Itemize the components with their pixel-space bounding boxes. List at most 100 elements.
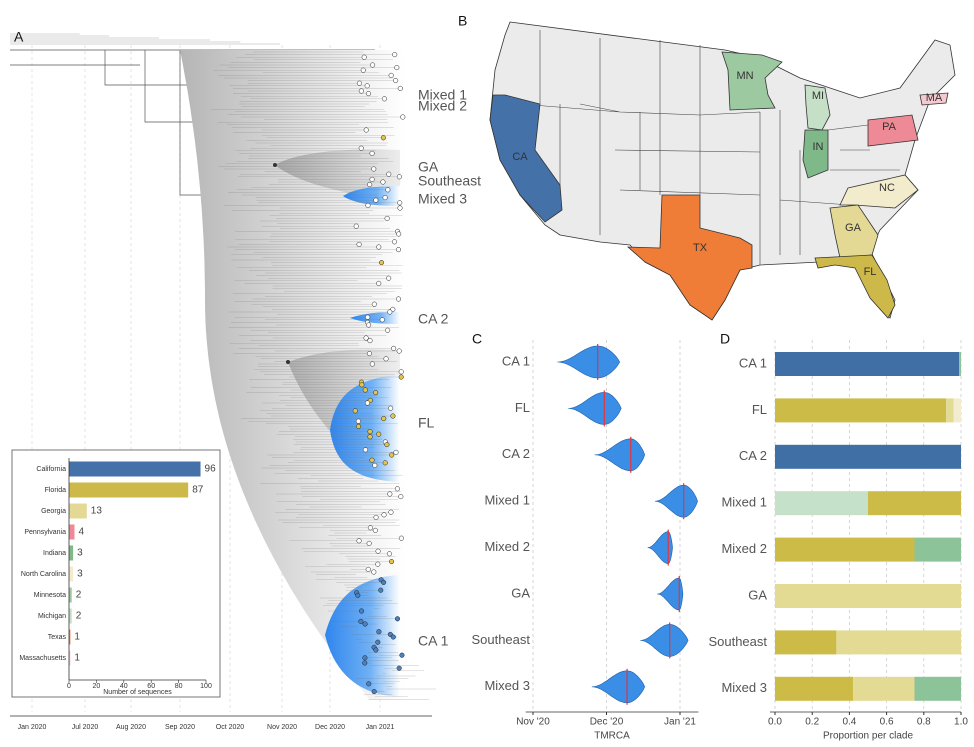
tip: [356, 538, 362, 544]
y-tick-label: California: [36, 466, 66, 473]
tip: [398, 374, 404, 380]
value-label: 3: [77, 569, 83, 580]
state-label: MI: [812, 90, 824, 102]
value-label: 3: [77, 548, 83, 559]
bar: [69, 629, 71, 645]
state-borders: [519, 30, 900, 265]
tip: [358, 88, 364, 94]
clade-fan: [350, 312, 400, 324]
value-label: 96: [205, 464, 217, 475]
tip: [387, 491, 393, 497]
tip: [373, 647, 379, 653]
tip: [364, 83, 370, 89]
y-tick-label: Florida: [45, 487, 67, 494]
date-label: Oct 2020: [216, 724, 245, 731]
y-tick-label: FL: [752, 402, 767, 417]
bar-segment: [914, 676, 961, 701]
state: [919, 92, 949, 106]
tip: [388, 559, 395, 565]
tip: [362, 655, 368, 661]
violin: [657, 577, 684, 611]
tip: [376, 629, 382, 635]
tip: [388, 72, 394, 78]
tip: [373, 514, 379, 520]
date-label: Jan 2021: [366, 724, 395, 731]
tip: [382, 460, 388, 466]
state: [626, 194, 753, 321]
node: [286, 360, 290, 364]
x-tick-label: 40: [120, 683, 128, 690]
panel-label: C: [472, 331, 482, 347]
state-label: MA: [926, 92, 943, 104]
state-label: IN: [813, 141, 824, 153]
tip: [385, 187, 391, 193]
clade-label: FL: [418, 415, 435, 431]
value-label: 4: [78, 527, 84, 538]
tip: [358, 145, 364, 151]
tip: [397, 85, 403, 91]
phylogenetic-tree: Jan 2020 Jul 2020 Aug 2020 Sep 2020 Oct 2020…: [10, 33, 481, 731]
y-tick-label: Georgia: [41, 508, 66, 515]
tip: [389, 452, 395, 458]
bar: [69, 524, 75, 540]
node: [273, 163, 277, 167]
tip: [400, 114, 406, 120]
violin: [654, 484, 698, 518]
x-tick-label: 60: [147, 683, 155, 690]
tip: [398, 535, 404, 541]
y-tick-label: North Carolina: [21, 571, 66, 578]
tip: [362, 621, 368, 627]
tip: [396, 665, 402, 671]
bar: [69, 587, 72, 603]
tip: [367, 525, 373, 531]
tip: [384, 442, 390, 448]
x-tick-label: 100: [200, 683, 212, 690]
tip: [381, 579, 387, 585]
y-tick-label: Mixed 2: [484, 539, 530, 554]
y-tick-label: CA 1: [502, 353, 530, 368]
tip: [397, 200, 403, 206]
tip: [352, 408, 358, 414]
violin: [568, 392, 622, 425]
x-tick-label: 80: [175, 683, 183, 690]
bar-segment: [775, 630, 837, 655]
y-tick-label: Michigan: [38, 613, 66, 620]
tip: [369, 457, 375, 463]
tip: [380, 135, 386, 141]
value-label: 13: [91, 506, 103, 517]
tip: [355, 418, 361, 424]
tip: [376, 431, 382, 437]
tip: [355, 592, 361, 598]
x-tick-label: 0.4: [842, 717, 856, 728]
tip: [365, 202, 371, 208]
main-clade: [180, 50, 405, 700]
y-tick-label: Indiana: [43, 550, 66, 557]
tip: [392, 52, 398, 58]
tip: [372, 527, 378, 533]
tip: [373, 390, 379, 396]
tip: [381, 96, 387, 102]
x-tick-label: 0.8: [917, 717, 931, 728]
y-tick-label: Mixed 1: [484, 493, 530, 508]
tip: [375, 548, 381, 554]
tip: [364, 400, 371, 406]
state: [802, 129, 829, 179]
tip: [365, 314, 371, 320]
tip: [391, 345, 397, 351]
tip: [362, 447, 369, 453]
tip: [360, 67, 366, 73]
bar-segment: [914, 537, 961, 562]
tip: [378, 260, 385, 266]
tip: [359, 382, 365, 388]
tip: [366, 540, 372, 546]
x-axis-label: Proportion per clade: [823, 731, 913, 742]
tip: [356, 241, 362, 247]
tip: [369, 361, 375, 367]
tip: [380, 179, 386, 185]
y-tick-label: GA: [748, 587, 767, 602]
state: [489, 94, 563, 223]
clade-label: Southeast: [418, 173, 481, 189]
date-label: Jan 2020: [18, 724, 47, 731]
